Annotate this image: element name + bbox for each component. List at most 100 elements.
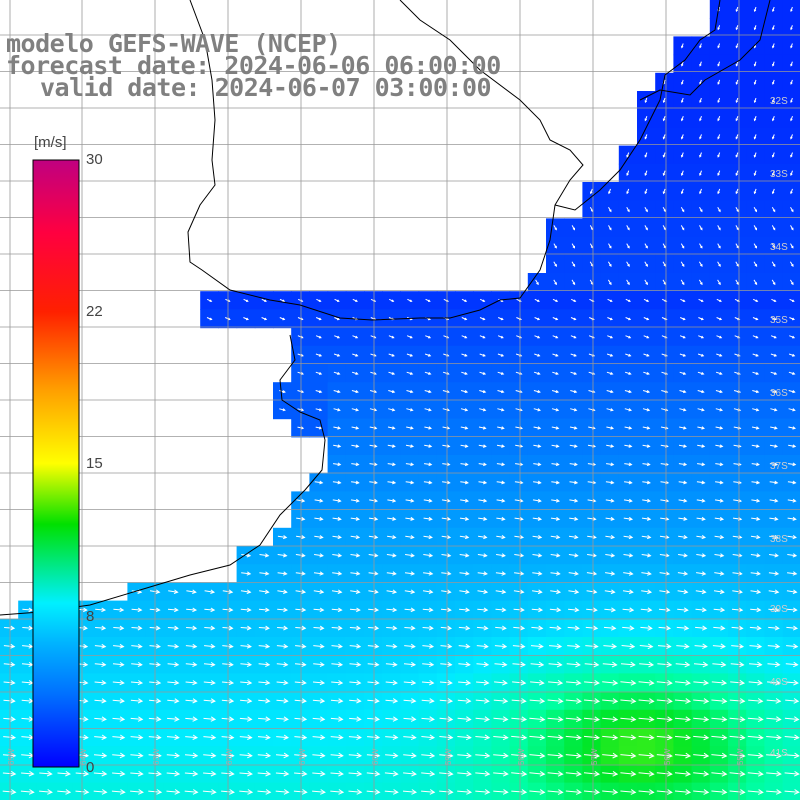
wind-arrow xyxy=(680,188,684,195)
wind-arrow xyxy=(699,152,702,158)
wind-arrow xyxy=(312,770,326,777)
wind-arrow xyxy=(479,298,486,302)
wind-arrow xyxy=(750,589,762,594)
wind-arrow xyxy=(642,426,651,430)
wind-arrow xyxy=(241,571,252,576)
wind-arrow xyxy=(603,643,618,650)
wind-arrow xyxy=(459,553,470,558)
wind-arrow xyxy=(529,716,546,723)
wind-arrow xyxy=(548,679,564,686)
wind-arrow xyxy=(166,734,180,740)
wind-arrow xyxy=(699,116,702,122)
wind-arrow xyxy=(352,298,358,302)
wind-arrow xyxy=(551,498,561,503)
wind-arrow xyxy=(387,498,397,503)
wind-arrow xyxy=(604,589,616,595)
wind-arrow xyxy=(640,625,653,631)
latitude-label: 40S xyxy=(770,677,788,688)
wind-arrow xyxy=(550,516,561,521)
wind-arrow xyxy=(549,625,562,631)
wind-arrow xyxy=(570,335,577,339)
wind-arrow xyxy=(626,261,630,268)
wind-arrow xyxy=(716,353,723,357)
wind-arrow xyxy=(386,553,397,558)
wind-arrow xyxy=(479,408,487,412)
wind-arrow xyxy=(313,571,325,576)
wind-arrow xyxy=(386,589,398,594)
wind-arrow xyxy=(674,734,692,741)
wind-arrow xyxy=(477,553,488,558)
wind-arrow xyxy=(167,625,179,631)
wind-arrow xyxy=(752,353,759,357)
wind-arrow xyxy=(717,206,721,213)
wind-arrow xyxy=(39,770,53,777)
wind-arrow xyxy=(258,716,271,722)
wind-arrow xyxy=(644,188,648,195)
wind-arrow xyxy=(533,462,542,467)
wind-arrow xyxy=(406,353,414,357)
wind-arrow xyxy=(697,462,706,467)
wind-arrow xyxy=(167,607,179,613)
wind-arrow xyxy=(366,789,381,795)
wind-arrow xyxy=(624,444,633,448)
wind-arrow xyxy=(641,571,652,576)
wind-arrow xyxy=(790,134,793,140)
wind-arrow xyxy=(131,661,143,667)
wind-arrow xyxy=(21,770,35,777)
wind-arrow xyxy=(258,698,271,704)
wind-arrow xyxy=(497,335,504,339)
wind-arrow xyxy=(314,516,324,521)
wind-arrow xyxy=(130,716,144,722)
wind-arrow xyxy=(405,553,415,558)
wind-arrow xyxy=(206,317,213,321)
wind-arrow xyxy=(699,97,702,104)
wind-arrow xyxy=(440,607,452,613)
wind-arrow xyxy=(333,371,341,375)
wind-arrow xyxy=(771,298,777,302)
wind-arrow xyxy=(553,261,557,268)
wind-arrow xyxy=(583,770,601,777)
wind-arrow xyxy=(294,661,307,667)
wind-arrow xyxy=(349,716,362,722)
wind-arrow xyxy=(769,535,779,540)
wind-arrow xyxy=(753,116,757,122)
wind-arrow xyxy=(384,770,399,777)
wind-arrow xyxy=(349,607,361,613)
wind-arrow xyxy=(406,426,414,430)
wind-arrow xyxy=(752,298,759,302)
wind-arrow xyxy=(681,97,684,104)
wind-arrow xyxy=(550,535,561,540)
wind-arrow xyxy=(297,353,304,357)
wind-arrow xyxy=(313,643,325,649)
wind-arrow xyxy=(333,444,342,448)
wind-arrow xyxy=(315,390,323,394)
wind-arrow xyxy=(495,589,507,594)
wind-arrow xyxy=(295,643,307,649)
wind-arrow xyxy=(674,789,692,795)
wind-arrow xyxy=(460,444,469,448)
wind-arrow xyxy=(768,571,780,576)
wind-arrow xyxy=(638,679,655,686)
wind-arrow xyxy=(750,535,761,540)
wind-arrow xyxy=(735,79,739,85)
wind-arrow xyxy=(348,734,362,741)
wind-arrow xyxy=(351,390,359,394)
wind-arrow xyxy=(711,752,728,759)
wind-arrow xyxy=(239,789,254,795)
wind-arrow xyxy=(679,426,687,430)
wind-arrow xyxy=(368,516,379,521)
wind-arrow xyxy=(552,371,559,375)
wind-arrow xyxy=(422,589,434,594)
wind-arrow xyxy=(753,6,757,13)
wind-arrow xyxy=(656,770,673,777)
wind-arrow xyxy=(570,353,577,357)
wind-arrow xyxy=(642,390,651,394)
wind-arrow xyxy=(770,335,777,339)
wind-arrow xyxy=(679,335,686,339)
wind-arrow xyxy=(405,462,415,467)
wind-arrow xyxy=(730,679,746,686)
wind-arrow xyxy=(2,770,17,777)
wind-arrow xyxy=(747,789,764,795)
wind-arrow xyxy=(547,789,564,795)
wind-arrow xyxy=(678,535,688,540)
